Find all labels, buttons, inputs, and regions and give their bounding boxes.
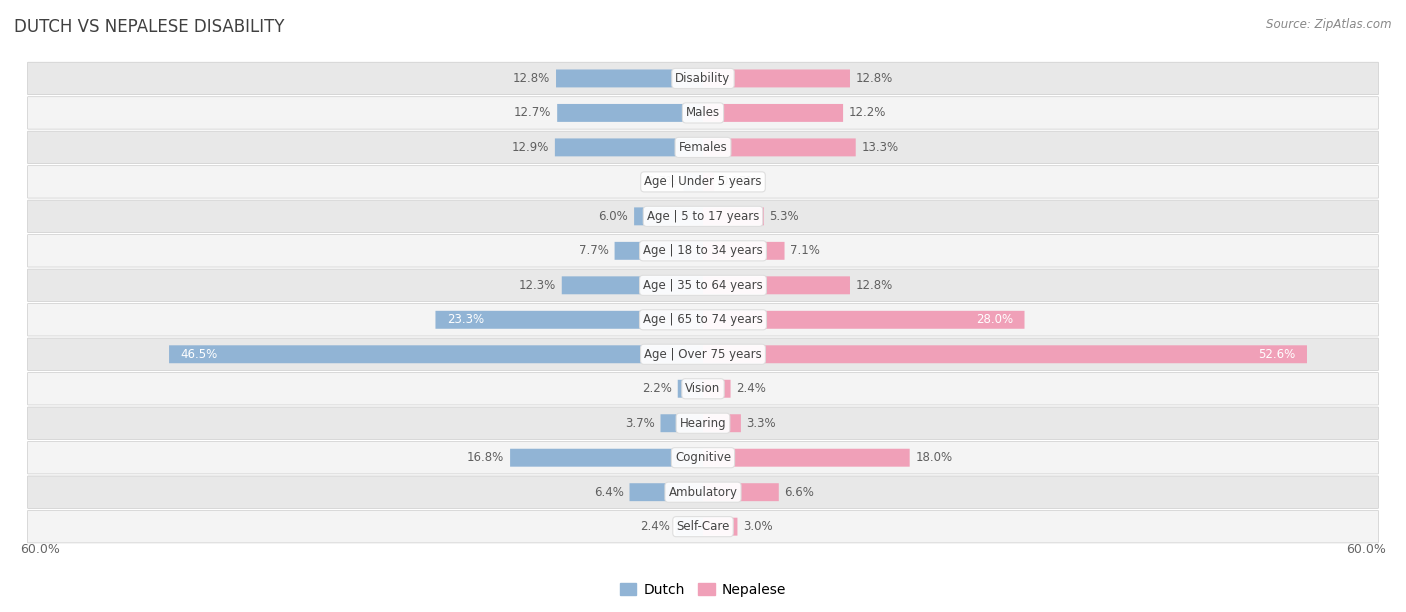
- Text: Age | 65 to 74 years: Age | 65 to 74 years: [643, 313, 763, 326]
- FancyBboxPatch shape: [28, 338, 1378, 370]
- Text: 16.8%: 16.8%: [467, 451, 505, 465]
- FancyBboxPatch shape: [562, 277, 703, 294]
- Text: 60.0%: 60.0%: [1347, 543, 1386, 556]
- Text: 6.6%: 6.6%: [785, 486, 814, 499]
- FancyBboxPatch shape: [661, 414, 703, 432]
- Text: Ambulatory: Ambulatory: [668, 486, 738, 499]
- FancyBboxPatch shape: [634, 207, 703, 225]
- Text: 12.8%: 12.8%: [513, 72, 550, 85]
- Text: Cognitive: Cognitive: [675, 451, 731, 465]
- FancyBboxPatch shape: [436, 311, 703, 329]
- FancyBboxPatch shape: [703, 483, 779, 501]
- Text: Age | Under 5 years: Age | Under 5 years: [644, 176, 762, 188]
- Text: Age | 5 to 17 years: Age | 5 to 17 years: [647, 210, 759, 223]
- FancyBboxPatch shape: [28, 510, 1378, 543]
- Text: 3.3%: 3.3%: [747, 417, 776, 430]
- FancyBboxPatch shape: [28, 200, 1378, 233]
- FancyBboxPatch shape: [28, 407, 1378, 439]
- Text: DUTCH VS NEPALESE DISABILITY: DUTCH VS NEPALESE DISABILITY: [14, 18, 284, 36]
- FancyBboxPatch shape: [28, 476, 1378, 509]
- FancyBboxPatch shape: [703, 277, 851, 294]
- Text: Age | Over 75 years: Age | Over 75 years: [644, 348, 762, 360]
- Text: 0.97%: 0.97%: [720, 176, 756, 188]
- Text: Age | 35 to 64 years: Age | 35 to 64 years: [643, 279, 763, 292]
- FancyBboxPatch shape: [169, 345, 703, 364]
- Text: Females: Females: [679, 141, 727, 154]
- FancyBboxPatch shape: [555, 70, 703, 88]
- FancyBboxPatch shape: [703, 414, 741, 432]
- FancyBboxPatch shape: [28, 166, 1378, 198]
- FancyBboxPatch shape: [703, 380, 731, 398]
- Text: 52.6%: 52.6%: [1258, 348, 1295, 360]
- Text: 2.2%: 2.2%: [643, 382, 672, 395]
- FancyBboxPatch shape: [678, 380, 703, 398]
- Text: Hearing: Hearing: [679, 417, 727, 430]
- Text: 3.7%: 3.7%: [626, 417, 655, 430]
- FancyBboxPatch shape: [28, 269, 1378, 302]
- FancyBboxPatch shape: [703, 518, 738, 536]
- Text: 12.8%: 12.8%: [856, 72, 893, 85]
- Text: 60.0%: 60.0%: [20, 543, 59, 556]
- FancyBboxPatch shape: [28, 441, 1378, 474]
- FancyBboxPatch shape: [703, 449, 910, 467]
- Text: 12.9%: 12.9%: [512, 141, 550, 154]
- FancyBboxPatch shape: [28, 234, 1378, 267]
- Text: 28.0%: 28.0%: [976, 313, 1012, 326]
- FancyBboxPatch shape: [675, 518, 703, 536]
- FancyBboxPatch shape: [28, 304, 1378, 336]
- FancyBboxPatch shape: [555, 138, 703, 156]
- FancyBboxPatch shape: [557, 104, 703, 122]
- Text: 18.0%: 18.0%: [915, 451, 952, 465]
- FancyBboxPatch shape: [510, 449, 703, 467]
- FancyBboxPatch shape: [703, 173, 714, 191]
- FancyBboxPatch shape: [703, 207, 763, 225]
- Text: 23.3%: 23.3%: [447, 313, 484, 326]
- FancyBboxPatch shape: [683, 173, 703, 191]
- Text: 7.7%: 7.7%: [579, 244, 609, 257]
- Text: Source: ZipAtlas.com: Source: ZipAtlas.com: [1267, 18, 1392, 31]
- FancyBboxPatch shape: [703, 242, 785, 260]
- Text: Self-Care: Self-Care: [676, 520, 730, 533]
- Text: 6.0%: 6.0%: [599, 210, 628, 223]
- Text: 12.8%: 12.8%: [856, 279, 893, 292]
- FancyBboxPatch shape: [28, 373, 1378, 405]
- Text: 5.3%: 5.3%: [769, 210, 799, 223]
- FancyBboxPatch shape: [28, 131, 1378, 163]
- Text: Age | 18 to 34 years: Age | 18 to 34 years: [643, 244, 763, 257]
- Text: 12.7%: 12.7%: [515, 106, 551, 119]
- Text: 12.2%: 12.2%: [849, 106, 886, 119]
- FancyBboxPatch shape: [703, 104, 844, 122]
- Text: 13.3%: 13.3%: [862, 141, 898, 154]
- Text: Males: Males: [686, 106, 720, 119]
- FancyBboxPatch shape: [703, 311, 1025, 329]
- FancyBboxPatch shape: [614, 242, 703, 260]
- Text: 2.4%: 2.4%: [737, 382, 766, 395]
- Legend: Dutch, Nepalese: Dutch, Nepalese: [614, 578, 792, 603]
- FancyBboxPatch shape: [28, 97, 1378, 129]
- Text: Vision: Vision: [685, 382, 721, 395]
- FancyBboxPatch shape: [703, 345, 1308, 364]
- FancyBboxPatch shape: [703, 70, 851, 88]
- Text: 46.5%: 46.5%: [180, 348, 218, 360]
- Text: 6.4%: 6.4%: [593, 486, 624, 499]
- FancyBboxPatch shape: [630, 483, 703, 501]
- FancyBboxPatch shape: [28, 62, 1378, 95]
- Text: 12.3%: 12.3%: [519, 279, 555, 292]
- Text: 7.1%: 7.1%: [790, 244, 820, 257]
- Text: 2.4%: 2.4%: [640, 520, 669, 533]
- Text: 1.7%: 1.7%: [648, 176, 678, 188]
- Text: 3.0%: 3.0%: [744, 520, 773, 533]
- Text: Disability: Disability: [675, 72, 731, 85]
- FancyBboxPatch shape: [703, 138, 856, 156]
